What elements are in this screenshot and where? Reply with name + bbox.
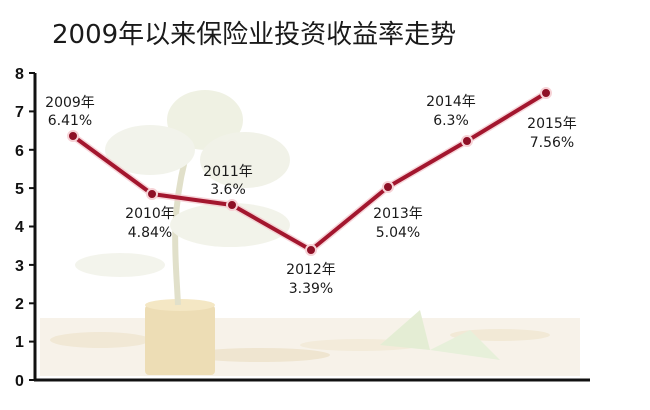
y-tick-label: 6 [15, 143, 24, 160]
label-year-2012: 2012年 [286, 262, 336, 278]
label-year-2014: 2014年 [426, 94, 476, 110]
y-tick-label: 1 [15, 334, 24, 351]
label-value-2012: 3.39% [289, 281, 333, 297]
data-point-2009 [67, 130, 79, 142]
y-tick-label: 4 [15, 219, 24, 236]
data-point-2013 [382, 181, 394, 193]
y-tick-label: 2 [15, 296, 24, 313]
label-value-2014: 6.3% [433, 113, 469, 129]
data-markers [67, 87, 552, 256]
label-year-2011: 2011年 [203, 164, 253, 180]
data-point-2011 [226, 199, 238, 211]
y-axis: 8 7 6 5 4 3 2 1 0 [15, 66, 37, 390]
data-point-2010 [146, 188, 158, 200]
label-value-2011: 3.6% [210, 182, 246, 198]
label-value-2009: 6.41% [48, 113, 92, 129]
y-tick-label: 5 [15, 181, 24, 198]
label-value-2010: 4.84% [128, 225, 172, 241]
chart-title: 2009年以来保险业投资收益率走势 [52, 20, 457, 50]
data-point-2015 [540, 87, 552, 99]
label-year-2009: 2009年 [45, 95, 95, 111]
data-labels: 2009年 6.41% 2010年 4.84% 2011年 3.6% 2012年… [45, 94, 577, 297]
y-tick-label: 0 [15, 373, 24, 390]
data-point-2012 [305, 244, 317, 256]
y-tick-label: 3 [15, 258, 24, 275]
y-tick-label: 8 [15, 66, 24, 83]
label-value-2013: 5.04% [376, 225, 420, 241]
label-year-2010: 2010年 [125, 206, 175, 222]
data-point-2014 [461, 135, 473, 147]
label-year-2013: 2013年 [373, 206, 423, 222]
y-ticks [29, 72, 35, 381]
label-value-2015: 7.56% [530, 135, 574, 151]
label-year-2015: 2015年 [527, 116, 577, 132]
y-tick-label: 7 [15, 104, 24, 121]
background-illustration [40, 90, 580, 376]
